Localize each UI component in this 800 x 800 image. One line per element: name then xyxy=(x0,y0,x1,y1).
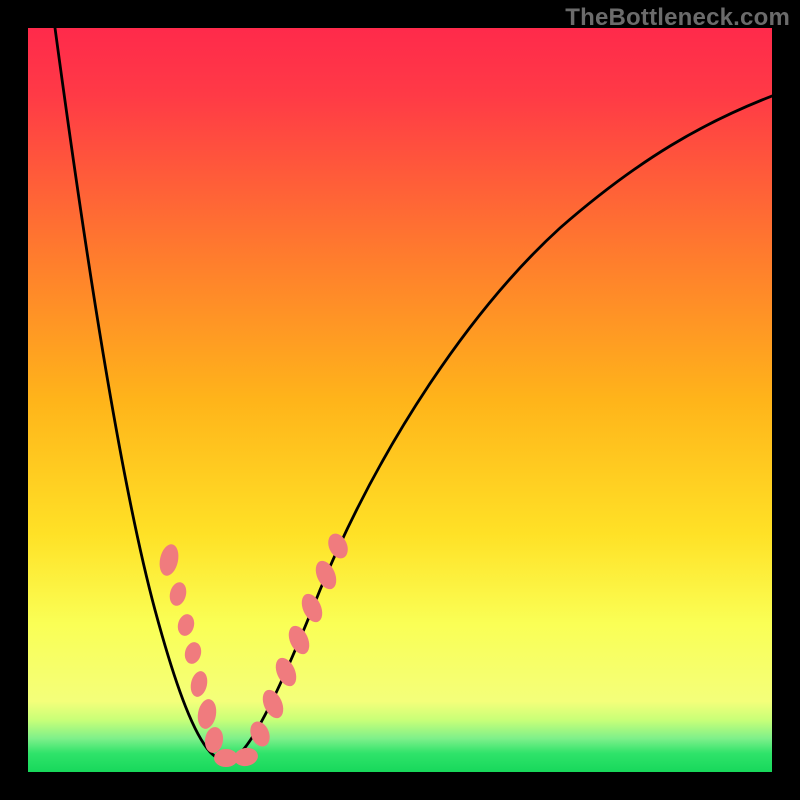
attribution-label: TheBottleneck.com xyxy=(565,4,790,32)
plot-background xyxy=(28,28,772,772)
chart-stage: TheBottleneck.com xyxy=(0,0,800,800)
bottleneck-chart xyxy=(0,0,800,800)
